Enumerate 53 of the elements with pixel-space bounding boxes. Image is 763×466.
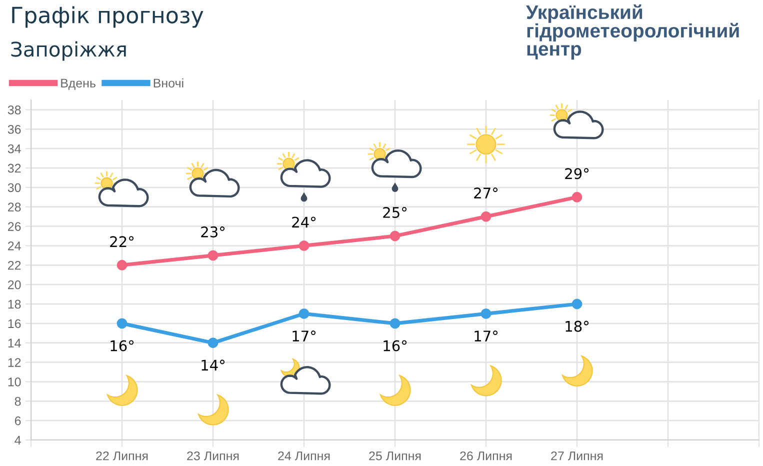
data-label: 16°: [384, 340, 407, 352]
text: Український гідрометеорологічний центр: [526, 4, 739, 60]
y-tick-label: 38: [8, 106, 21, 114]
data-label: 17°: [474, 330, 498, 342]
data-label: 27°: [474, 188, 498, 198]
data-label: 22°: [110, 236, 134, 247]
y-tick-label: 24: [8, 242, 21, 250]
x-tick-label: 23 Липня: [187, 451, 239, 460]
x-tick-label: 22 Липня: [96, 451, 148, 460]
chart-subtitle: Запоріжжя: [11, 41, 126, 61]
legend-label: Вночі: [154, 78, 184, 88]
x-tick-label: 24 Липня: [278, 451, 330, 460]
y-tick-label: 10: [8, 378, 21, 386]
x-tick-label: 26 Липня: [460, 451, 512, 460]
point: [298, 308, 310, 319]
y-tick-label: 26: [8, 222, 21, 231]
point: [208, 338, 218, 348]
data-label: 16°: [110, 340, 134, 352]
point: [116, 318, 128, 329]
y-tick-label: 28: [8, 202, 21, 212]
point: [480, 211, 492, 222]
point: [572, 298, 582, 310]
x-tick-label: 27 Липня: [551, 451, 603, 460]
point: [298, 240, 310, 251]
y-tick-label: 6: [14, 416, 21, 426]
data-label: 25°: [383, 206, 407, 218]
y-tick-label: 16: [8, 319, 21, 328]
y-tick-label: 30: [8, 183, 21, 192]
legend-label: Вдень: [61, 78, 96, 90]
chart-title: Графік прогнозу: [12, 6, 204, 28]
data-label: 23°: [201, 226, 225, 238]
data-label: 17°: [292, 330, 316, 342]
y-tick-label: 18: [8, 300, 21, 309]
point: [480, 308, 492, 319]
data-label: 24°: [292, 216, 316, 228]
y-tick-label: 32: [8, 164, 21, 173]
point: [116, 260, 128, 270]
data-label: 29°: [565, 168, 589, 180]
point: [208, 250, 218, 261]
point: [390, 230, 400, 242]
y-tick-label: 8: [14, 396, 21, 406]
y-tick-label: 12: [8, 358, 21, 367]
point: [572, 192, 582, 202]
x-tick-label: 25 Липня: [369, 451, 421, 460]
y-tick-label: 20: [8, 280, 21, 290]
y-tick-label: 34: [8, 144, 21, 154]
y-tick-label: 4: [14, 436, 21, 445]
y-tick-label: 22: [8, 260, 21, 270]
y-tick-label: 36: [8, 124, 21, 134]
y-tick-label: 14: [8, 338, 21, 348]
data-label: 14°: [202, 360, 225, 370]
data-label: 18°: [566, 320, 589, 332]
point: [390, 318, 400, 329]
